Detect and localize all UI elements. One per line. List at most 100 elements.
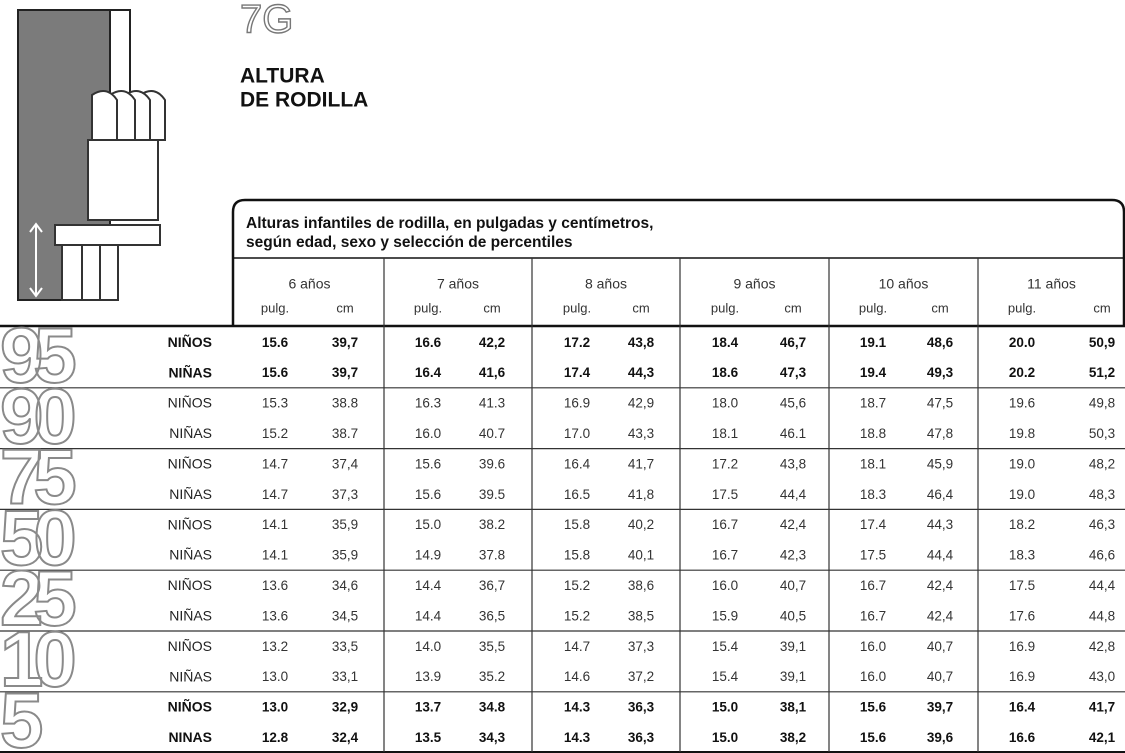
unit-header: pulg. — [711, 300, 739, 315]
cell: 17.0 — [564, 426, 590, 441]
cell: 49,8 — [1089, 396, 1115, 411]
cell: 42,2 — [479, 335, 505, 350]
row-label: NIÑOS — [168, 516, 212, 532]
cell: 39,1 — [780, 669, 806, 684]
cell: 16.7 — [860, 608, 886, 623]
cell: 15.6 — [415, 487, 441, 502]
cell: 17.2 — [712, 456, 738, 471]
cell: 38,6 — [628, 578, 654, 593]
cell: 36,3 — [628, 700, 655, 715]
cell: 42,4 — [780, 517, 807, 532]
row-label: NIÑOS — [168, 395, 212, 411]
cell: 47,3 — [780, 365, 807, 380]
cell: 44,4 — [780, 487, 807, 502]
cell: 40,7 — [927, 669, 953, 684]
cell: 50,3 — [1089, 426, 1115, 441]
cell: 35,9 — [332, 548, 358, 563]
cell: 41.3 — [479, 396, 505, 411]
age-header: 6 años — [288, 276, 330, 292]
row-label: NIÑOS — [168, 698, 212, 715]
row-label: NIÑAS — [169, 547, 212, 563]
cell: 41,6 — [479, 365, 506, 380]
row-label: NIÑAS — [168, 363, 212, 380]
row-label: NIÑAS — [169, 608, 212, 624]
cell: 40,2 — [628, 517, 654, 532]
cell: 38.2 — [479, 517, 505, 532]
cell: 15.0 — [712, 700, 738, 715]
cell: 35.2 — [479, 669, 505, 684]
row-label: NIÑOS — [168, 638, 212, 654]
cell: 14.7 — [262, 456, 288, 471]
cell: 12.8 — [262, 730, 289, 745]
cell: 18.6 — [712, 365, 739, 380]
cell: 14.1 — [262, 517, 288, 532]
cell: 15.8 — [564, 517, 590, 532]
cell: 17.5 — [1009, 578, 1035, 593]
cell: 15.2 — [564, 608, 590, 623]
cell: 14.4 — [415, 578, 442, 593]
cell: 16.7 — [712, 517, 738, 532]
caption: Alturas infantiles de rodilla, en pulgad… — [246, 215, 653, 232]
cell: 19.0 — [1009, 456, 1035, 471]
cell: 18.0 — [712, 396, 738, 411]
cell: 14.4 — [415, 608, 442, 623]
illustration — [17, 9, 166, 301]
cell: 16.3 — [415, 396, 441, 411]
cell: 16.0 — [712, 578, 738, 593]
unit-header: cm — [632, 300, 649, 315]
cell: 42,4 — [927, 608, 954, 623]
unit-header: cm — [1093, 300, 1110, 315]
cell: 40,5 — [780, 608, 806, 623]
unit-header: pulg. — [261, 300, 289, 315]
cell: 34,6 — [332, 578, 358, 593]
cell: 15.4 — [712, 669, 739, 684]
cell: 37,3 — [628, 639, 654, 654]
cell: 18.3 — [860, 487, 886, 502]
cell: 48,3 — [1089, 487, 1115, 502]
cell: 39,7 — [332, 365, 358, 380]
cell: 15.6 — [262, 365, 289, 380]
cell: 20.0 — [1009, 335, 1035, 350]
cell: 40.7 — [479, 426, 505, 441]
cell: 38.8 — [332, 396, 358, 411]
cell: 14.9 — [415, 548, 441, 563]
cell: 16.7 — [712, 548, 738, 563]
table-frame — [231, 198, 1125, 325]
cell: 14.6 — [564, 669, 590, 684]
cell: 20.2 — [1009, 365, 1035, 380]
cell: 46,4 — [927, 487, 954, 502]
cell: 34,5 — [332, 608, 358, 623]
cell: 44,8 — [1089, 608, 1115, 623]
cell: 17.4 — [564, 365, 591, 380]
cell: 51,2 — [1089, 365, 1115, 380]
cell: 13.2 — [262, 639, 288, 654]
cell: 38,2 — [780, 730, 806, 745]
cell: 39,6 — [927, 730, 954, 745]
cell: 46,3 — [1089, 517, 1115, 532]
cell: 13.9 — [415, 669, 441, 684]
cell: 45,6 — [780, 396, 806, 411]
cell: 46.1 — [780, 426, 806, 441]
cell: 37,2 — [628, 669, 654, 684]
cell: 16.5 — [564, 487, 590, 502]
cell: 14.7 — [262, 487, 288, 502]
cell: 14.3 — [564, 700, 591, 715]
cell: 39.5 — [479, 487, 505, 502]
unit-header: cm — [931, 300, 948, 315]
cell: 46,7 — [780, 335, 806, 350]
cell: 18.8 — [860, 426, 886, 441]
cell: 15.3 — [262, 396, 288, 411]
cell: 17.6 — [1009, 608, 1035, 623]
age-header: 8 años — [585, 276, 627, 292]
cell: 18.1 — [860, 456, 886, 471]
cell: 41,8 — [628, 487, 654, 502]
unit-header: pulg. — [414, 300, 442, 315]
cell: 32,4 — [332, 730, 359, 745]
cell: 13.0 — [262, 700, 288, 715]
cell: 43,8 — [628, 335, 655, 350]
cell: 18.1 — [712, 426, 738, 441]
cell: 43,8 — [780, 456, 806, 471]
cell: 15.0 — [712, 730, 738, 745]
cell: 37,4 — [332, 456, 359, 471]
cell: 17.4 — [860, 517, 887, 532]
